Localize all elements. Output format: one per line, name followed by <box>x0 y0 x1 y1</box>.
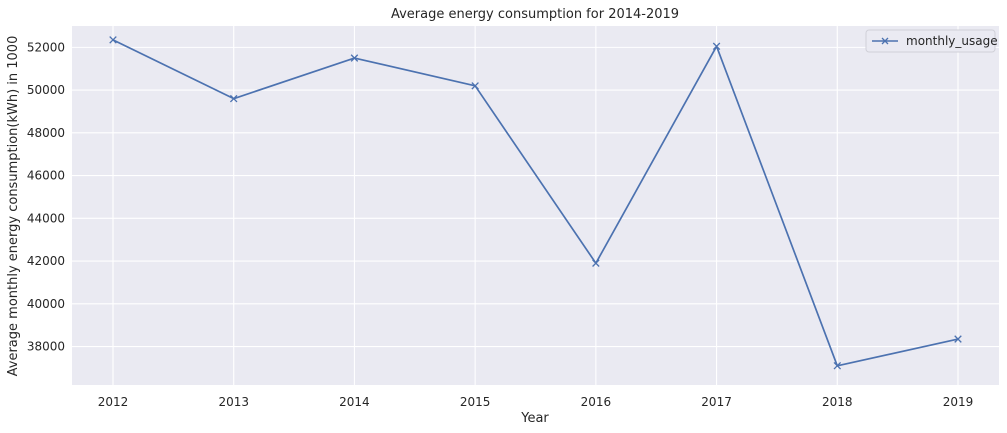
legend-box <box>865 29 996 53</box>
data-point-marker <box>592 259 600 267</box>
x-tick-label: 2012 <box>98 395 129 409</box>
data-point-marker <box>471 82 479 90</box>
series-line <box>112 39 959 367</box>
chart-title: Average energy consumption for 2014-2019 <box>391 7 679 22</box>
data-point-marker <box>833 362 842 370</box>
x-tick-labels: 2012 2013 2014 2015 2016 2017 2018 2019 <box>98 395 974 409</box>
data-point-marker <box>229 94 238 103</box>
x-tick-label: 2015 <box>460 395 491 409</box>
y-tick-label: 50000 <box>27 83 65 97</box>
plot-area <box>72 26 999 385</box>
series-layer <box>109 36 962 370</box>
legend: monthly_usage <box>865 29 998 53</box>
y-tick-label: 42000 <box>27 254 65 268</box>
data-point-marker <box>712 42 721 51</box>
x-tick-label: 2017 <box>701 395 732 409</box>
data-point-marker <box>350 54 359 62</box>
x-tick-label: 2018 <box>822 395 853 409</box>
y-tick-label: 48000 <box>27 126 65 140</box>
y-tick-labels: 38000 40000 42000 44000 46000 48000 50000 52000 <box>27 40 65 353</box>
y-tick-label: 44000 <box>27 211 65 225</box>
y-axis-label: Average monthly energy consumption(kWh) … <box>6 36 21 377</box>
data-point-marker <box>109 36 117 44</box>
x-axis-label: Year <box>520 411 549 426</box>
x-tick-label: 2013 <box>218 395 249 409</box>
data-point-marker <box>954 335 962 343</box>
x-tick-label: 2016 <box>581 395 612 409</box>
x-tick-label: 2014 <box>339 395 370 409</box>
y-tick-label: 38000 <box>27 340 65 354</box>
x-tick-label: 2019 <box>943 395 974 409</box>
y-tick-label: 40000 <box>27 297 65 311</box>
y-tick-label: 52000 <box>27 40 65 54</box>
y-tick-label: 46000 <box>27 169 65 183</box>
legend-marker-swatch <box>881 37 889 45</box>
legend-label: monthly_usage <box>906 34 998 48</box>
